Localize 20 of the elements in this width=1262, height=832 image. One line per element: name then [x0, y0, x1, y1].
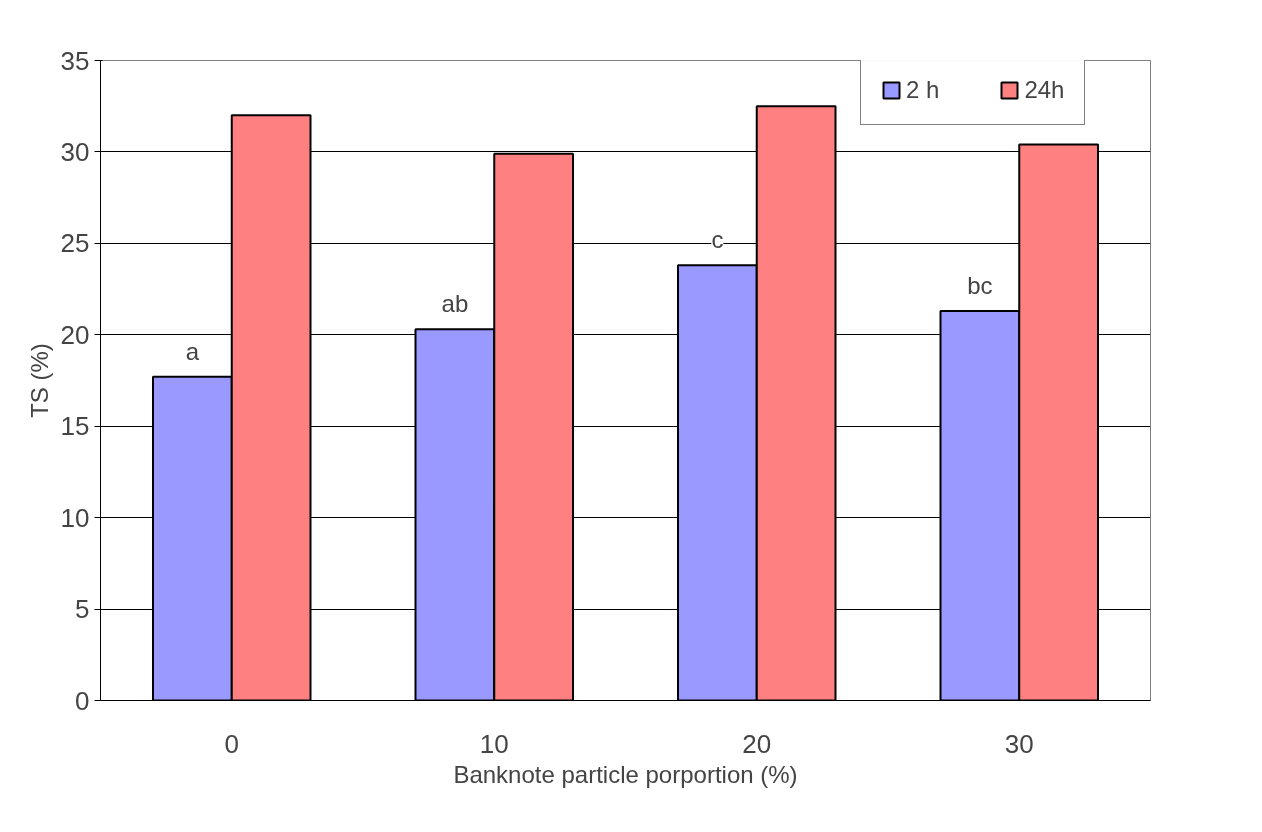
y-tick-label: 35 — [60, 45, 90, 76]
legend-label: 2 h — [906, 76, 940, 104]
y-tick-label: 30 — [60, 136, 90, 167]
y-tick-label: 15 — [60, 411, 90, 442]
y-tick-label: 10 — [60, 502, 90, 533]
x-tick-label: 30 — [1004, 728, 1034, 759]
x-tick-label: 0 — [224, 728, 239, 759]
annotation: ab — [441, 290, 469, 318]
y-tick-label: 20 — [60, 319, 90, 350]
legend-label: 24h — [1024, 76, 1065, 104]
y-tick-label: 0 — [75, 685, 90, 716]
annotation: a — [185, 337, 200, 365]
x-axis-title: Banknote particle porportion (%) — [453, 760, 798, 788]
x-tick-label: 20 — [742, 728, 772, 759]
annotation: c — [711, 226, 724, 254]
y-tick-label: 5 — [75, 594, 90, 625]
y-tick-label: 25 — [60, 228, 90, 259]
annotation: bc — [967, 272, 993, 300]
x-tick-label: 10 — [479, 728, 509, 759]
y-axis-title: TS (%) — [25, 343, 53, 418]
